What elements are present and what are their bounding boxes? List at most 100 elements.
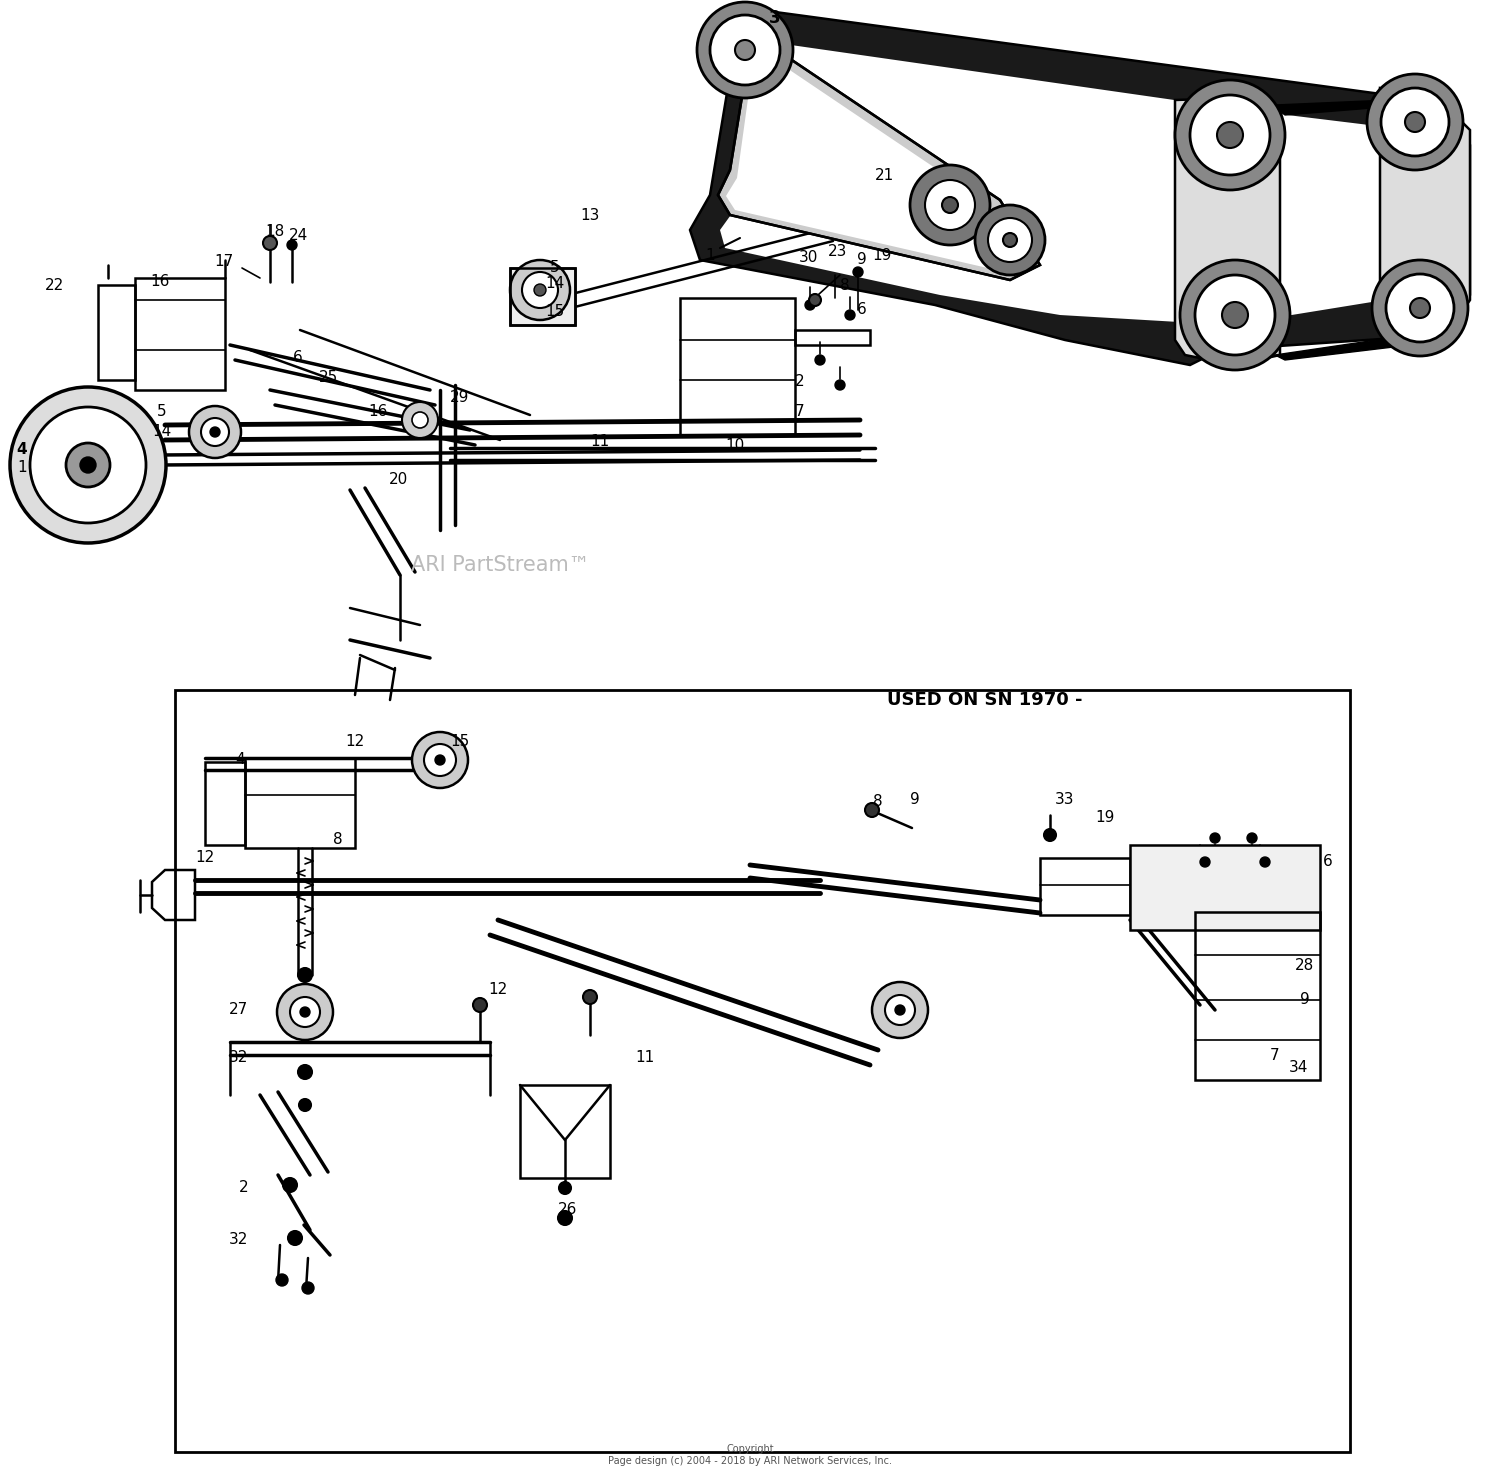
Circle shape bbox=[424, 743, 456, 776]
Circle shape bbox=[298, 1100, 310, 1111]
Text: 10: 10 bbox=[726, 437, 744, 452]
Text: 12: 12 bbox=[345, 735, 364, 749]
Circle shape bbox=[942, 197, 958, 213]
Circle shape bbox=[885, 995, 915, 1025]
Circle shape bbox=[871, 982, 928, 1038]
Text: 1: 1 bbox=[705, 247, 716, 262]
Circle shape bbox=[534, 284, 546, 296]
Circle shape bbox=[558, 1211, 572, 1225]
Circle shape bbox=[80, 456, 96, 473]
Text: 5: 5 bbox=[550, 261, 560, 275]
Text: 22: 22 bbox=[45, 278, 64, 293]
Circle shape bbox=[10, 387, 166, 543]
Text: 8: 8 bbox=[333, 833, 344, 848]
Text: 6: 6 bbox=[1323, 855, 1334, 870]
Text: 25: 25 bbox=[318, 371, 338, 386]
Text: 28: 28 bbox=[1296, 957, 1314, 973]
Text: 13: 13 bbox=[580, 208, 600, 222]
Circle shape bbox=[710, 15, 780, 85]
Text: 4: 4 bbox=[16, 443, 27, 458]
Text: 34: 34 bbox=[1288, 1060, 1308, 1076]
Circle shape bbox=[189, 406, 242, 458]
Circle shape bbox=[298, 969, 312, 982]
Text: 2: 2 bbox=[795, 374, 806, 390]
Text: 27: 27 bbox=[228, 1002, 248, 1017]
Circle shape bbox=[288, 1231, 302, 1245]
Circle shape bbox=[276, 1273, 288, 1287]
Circle shape bbox=[698, 1, 794, 99]
Circle shape bbox=[836, 380, 844, 390]
Text: 6: 6 bbox=[856, 303, 867, 318]
Text: 30: 30 bbox=[798, 250, 818, 265]
Circle shape bbox=[286, 240, 297, 250]
Circle shape bbox=[1366, 74, 1462, 169]
Circle shape bbox=[1410, 297, 1430, 318]
Text: 9: 9 bbox=[910, 792, 920, 808]
Polygon shape bbox=[1130, 845, 1320, 930]
Circle shape bbox=[290, 997, 320, 1027]
Text: 2: 2 bbox=[238, 1181, 248, 1195]
Circle shape bbox=[1044, 829, 1056, 841]
Text: 6: 6 bbox=[292, 350, 303, 365]
Text: 9: 9 bbox=[1300, 992, 1310, 1007]
Circle shape bbox=[402, 402, 438, 439]
Text: 18: 18 bbox=[266, 225, 285, 240]
Text: 5: 5 bbox=[158, 405, 166, 420]
Text: 23: 23 bbox=[828, 244, 848, 259]
Circle shape bbox=[1196, 275, 1275, 355]
Text: 14: 14 bbox=[546, 277, 564, 291]
Text: 21: 21 bbox=[876, 168, 894, 183]
Circle shape bbox=[1200, 857, 1210, 867]
Text: Copyright
Page design (c) 2004 - 2018 by ARI Network Services, Inc.: Copyright Page design (c) 2004 - 2018 by… bbox=[608, 1444, 892, 1466]
Circle shape bbox=[1406, 112, 1425, 132]
Circle shape bbox=[302, 1282, 313, 1294]
Circle shape bbox=[413, 412, 428, 428]
Text: 11: 11 bbox=[636, 1051, 654, 1066]
Text: 16: 16 bbox=[369, 405, 387, 420]
Text: 8: 8 bbox=[873, 795, 883, 810]
Circle shape bbox=[896, 1005, 904, 1016]
Text: 8: 8 bbox=[840, 278, 850, 293]
Polygon shape bbox=[510, 268, 574, 325]
Circle shape bbox=[808, 294, 820, 306]
Circle shape bbox=[1216, 122, 1243, 149]
Text: ARI PartStream™: ARI PartStream™ bbox=[411, 555, 590, 576]
Circle shape bbox=[298, 1066, 312, 1079]
Circle shape bbox=[815, 355, 825, 365]
Circle shape bbox=[510, 261, 570, 319]
Text: 19: 19 bbox=[1095, 811, 1114, 826]
Circle shape bbox=[300, 1007, 310, 1017]
Circle shape bbox=[1260, 857, 1270, 867]
Circle shape bbox=[284, 1178, 297, 1192]
Polygon shape bbox=[1275, 339, 1410, 361]
Circle shape bbox=[926, 180, 975, 230]
Circle shape bbox=[988, 218, 1032, 262]
Text: 14: 14 bbox=[153, 424, 171, 440]
Circle shape bbox=[1190, 96, 1270, 175]
Bar bbox=[176, 690, 1350, 1451]
Circle shape bbox=[1180, 261, 1290, 369]
Circle shape bbox=[472, 998, 488, 1013]
Circle shape bbox=[560, 1182, 572, 1194]
Circle shape bbox=[201, 418, 229, 446]
Text: 11: 11 bbox=[591, 434, 609, 449]
Circle shape bbox=[522, 272, 558, 308]
Text: 20: 20 bbox=[388, 473, 408, 487]
Circle shape bbox=[844, 311, 855, 319]
Text: 33: 33 bbox=[1056, 792, 1074, 808]
Text: 24: 24 bbox=[288, 228, 308, 243]
Circle shape bbox=[584, 991, 597, 1004]
Text: 32: 32 bbox=[228, 1232, 248, 1247]
Circle shape bbox=[30, 406, 146, 523]
Circle shape bbox=[910, 165, 990, 244]
Text: 7: 7 bbox=[795, 405, 806, 420]
Circle shape bbox=[806, 300, 814, 311]
Circle shape bbox=[1246, 833, 1257, 843]
Circle shape bbox=[1004, 233, 1017, 247]
Text: 7: 7 bbox=[1270, 1048, 1280, 1063]
Text: 4: 4 bbox=[236, 752, 244, 767]
Text: 29: 29 bbox=[450, 390, 470, 405]
Text: 12: 12 bbox=[195, 851, 214, 866]
Circle shape bbox=[735, 40, 754, 60]
Polygon shape bbox=[1380, 88, 1470, 340]
